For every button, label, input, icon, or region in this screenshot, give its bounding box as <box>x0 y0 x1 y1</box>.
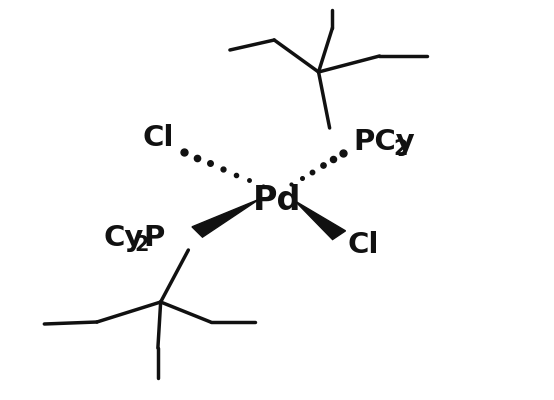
Text: Cy: Cy <box>103 224 143 252</box>
Text: 2: 2 <box>134 235 148 255</box>
Text: P: P <box>143 224 165 252</box>
Text: 2: 2 <box>393 139 408 159</box>
Polygon shape <box>192 199 259 237</box>
Text: Pd: Pd <box>253 184 301 216</box>
Text: Cl: Cl <box>142 124 173 152</box>
Text: PCy: PCy <box>353 128 415 156</box>
Text: Cl: Cl <box>348 231 379 259</box>
Polygon shape <box>295 201 346 240</box>
